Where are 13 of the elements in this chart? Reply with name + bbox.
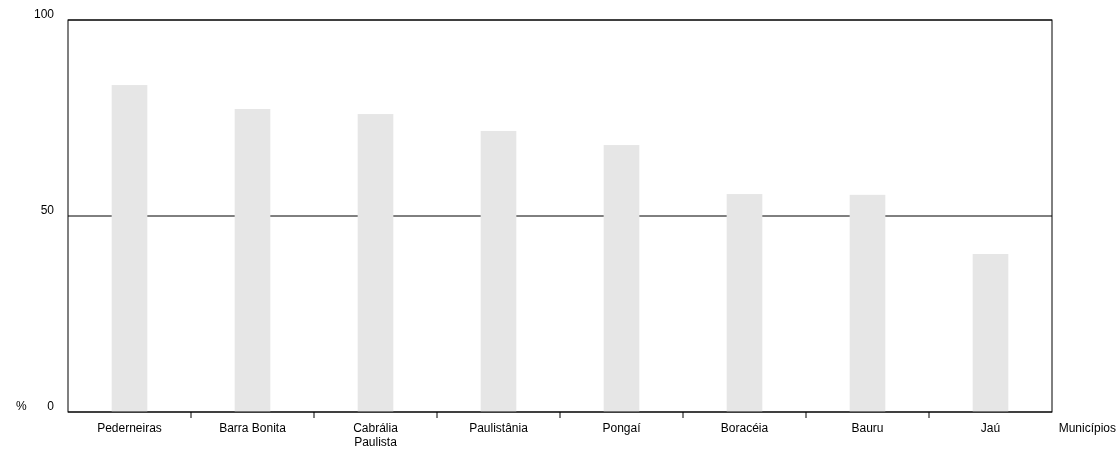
x-tick-label: Barra Bonita [219,421,287,435]
x-tick-label: Cabrália Paulista [353,421,399,449]
y-axis-title: % [16,398,27,413]
x-tick-label: Pederneiras [97,421,162,435]
x-axis-title: Municípios [1058,421,1116,435]
x-tick-label: Boracéia [720,421,769,435]
x-tick-label: Jaú [980,421,1001,435]
y-tick-label: 0 [47,398,55,413]
y-tick-label: 50 [40,202,55,217]
x-tick-label: Pongaí [602,421,642,435]
y-tick-label: 100 [33,6,55,21]
x-tick-label: Paulistânia [469,421,529,435]
x-tick-label: Bauru [851,421,884,435]
